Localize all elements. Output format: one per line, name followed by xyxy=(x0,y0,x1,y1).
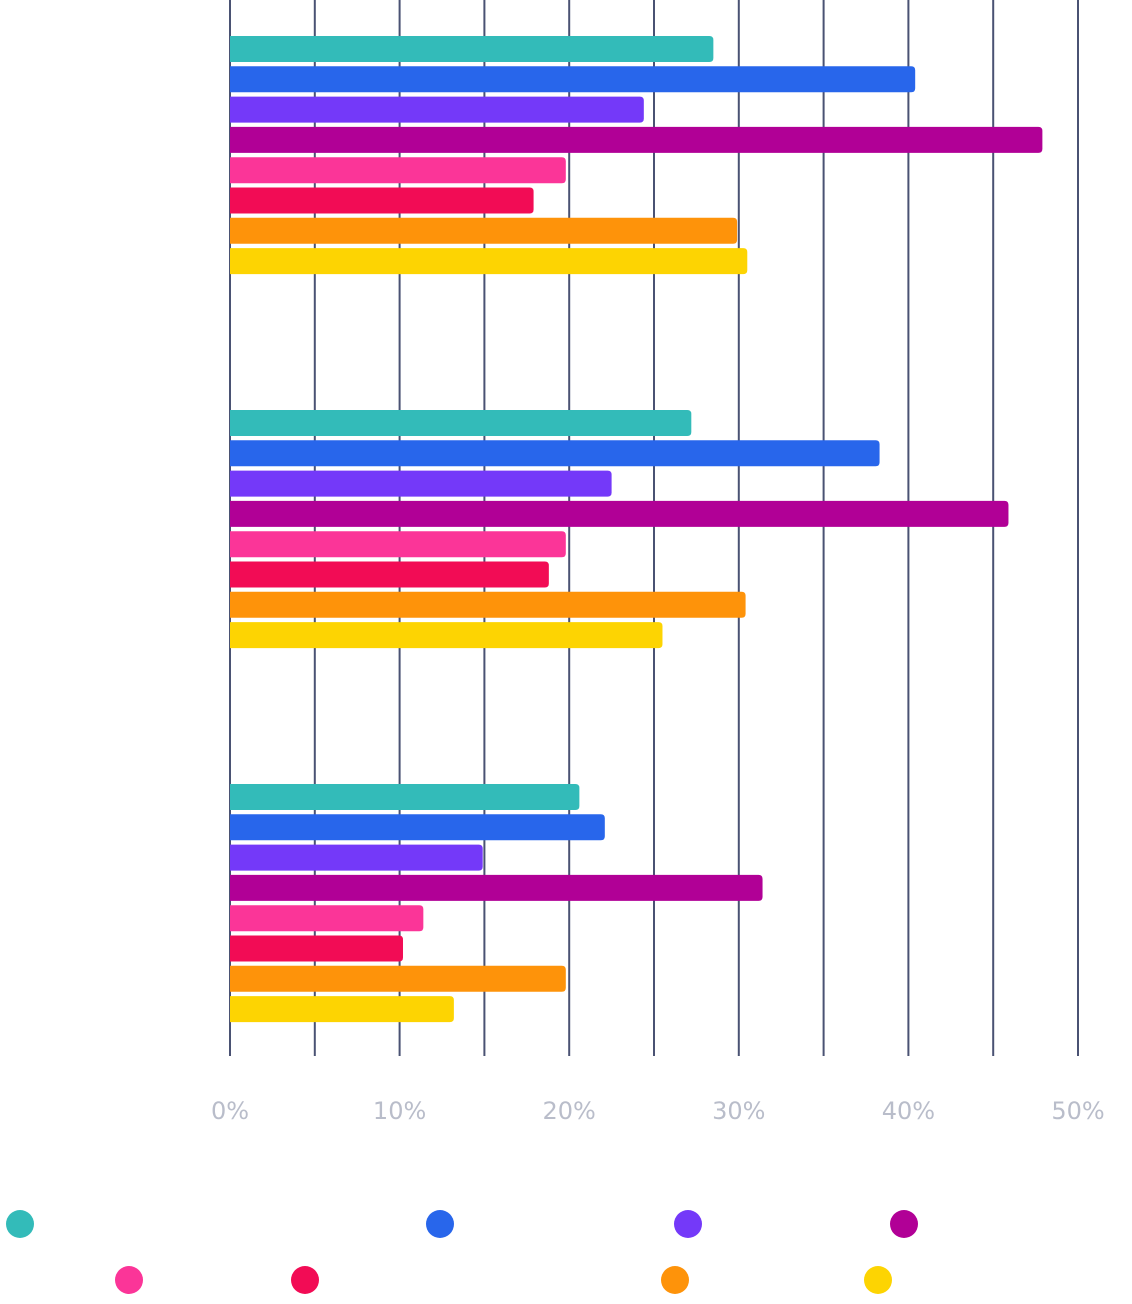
bar xyxy=(230,36,714,62)
bar xyxy=(230,844,483,871)
bar xyxy=(230,965,566,992)
bar xyxy=(230,470,612,497)
x-tick-label: 20% xyxy=(543,1097,596,1125)
bar xyxy=(230,591,746,618)
bar xyxy=(230,905,424,932)
bar xyxy=(230,935,403,962)
bar xyxy=(230,66,916,93)
bar xyxy=(230,500,1009,527)
legend-swatch xyxy=(864,1266,892,1294)
legend-swatch xyxy=(115,1266,143,1294)
bar xyxy=(230,814,605,841)
bar xyxy=(230,622,663,649)
legend-swatch xyxy=(291,1266,319,1294)
bar xyxy=(230,996,454,1023)
x-tick-label: 10% xyxy=(373,1097,426,1125)
bar xyxy=(230,784,580,810)
bar xyxy=(230,248,748,275)
bar xyxy=(230,96,644,123)
bar xyxy=(230,126,1043,153)
legend-swatch xyxy=(426,1210,454,1238)
legend-swatch xyxy=(6,1210,34,1238)
x-tick-label: 40% xyxy=(882,1097,935,1125)
bar xyxy=(230,440,880,467)
legend-swatch xyxy=(674,1210,702,1238)
bar xyxy=(230,874,763,901)
bar xyxy=(230,187,534,214)
bar xyxy=(230,410,692,436)
bar xyxy=(230,157,566,184)
legend-swatch xyxy=(661,1266,689,1294)
legend-swatch xyxy=(890,1210,918,1238)
x-tick-label: 50% xyxy=(1051,1097,1104,1125)
x-tick-label: 30% xyxy=(712,1097,765,1125)
bar xyxy=(230,217,738,244)
x-tick-label: 0% xyxy=(211,1097,249,1125)
bar xyxy=(230,531,566,558)
bar xyxy=(230,561,549,588)
